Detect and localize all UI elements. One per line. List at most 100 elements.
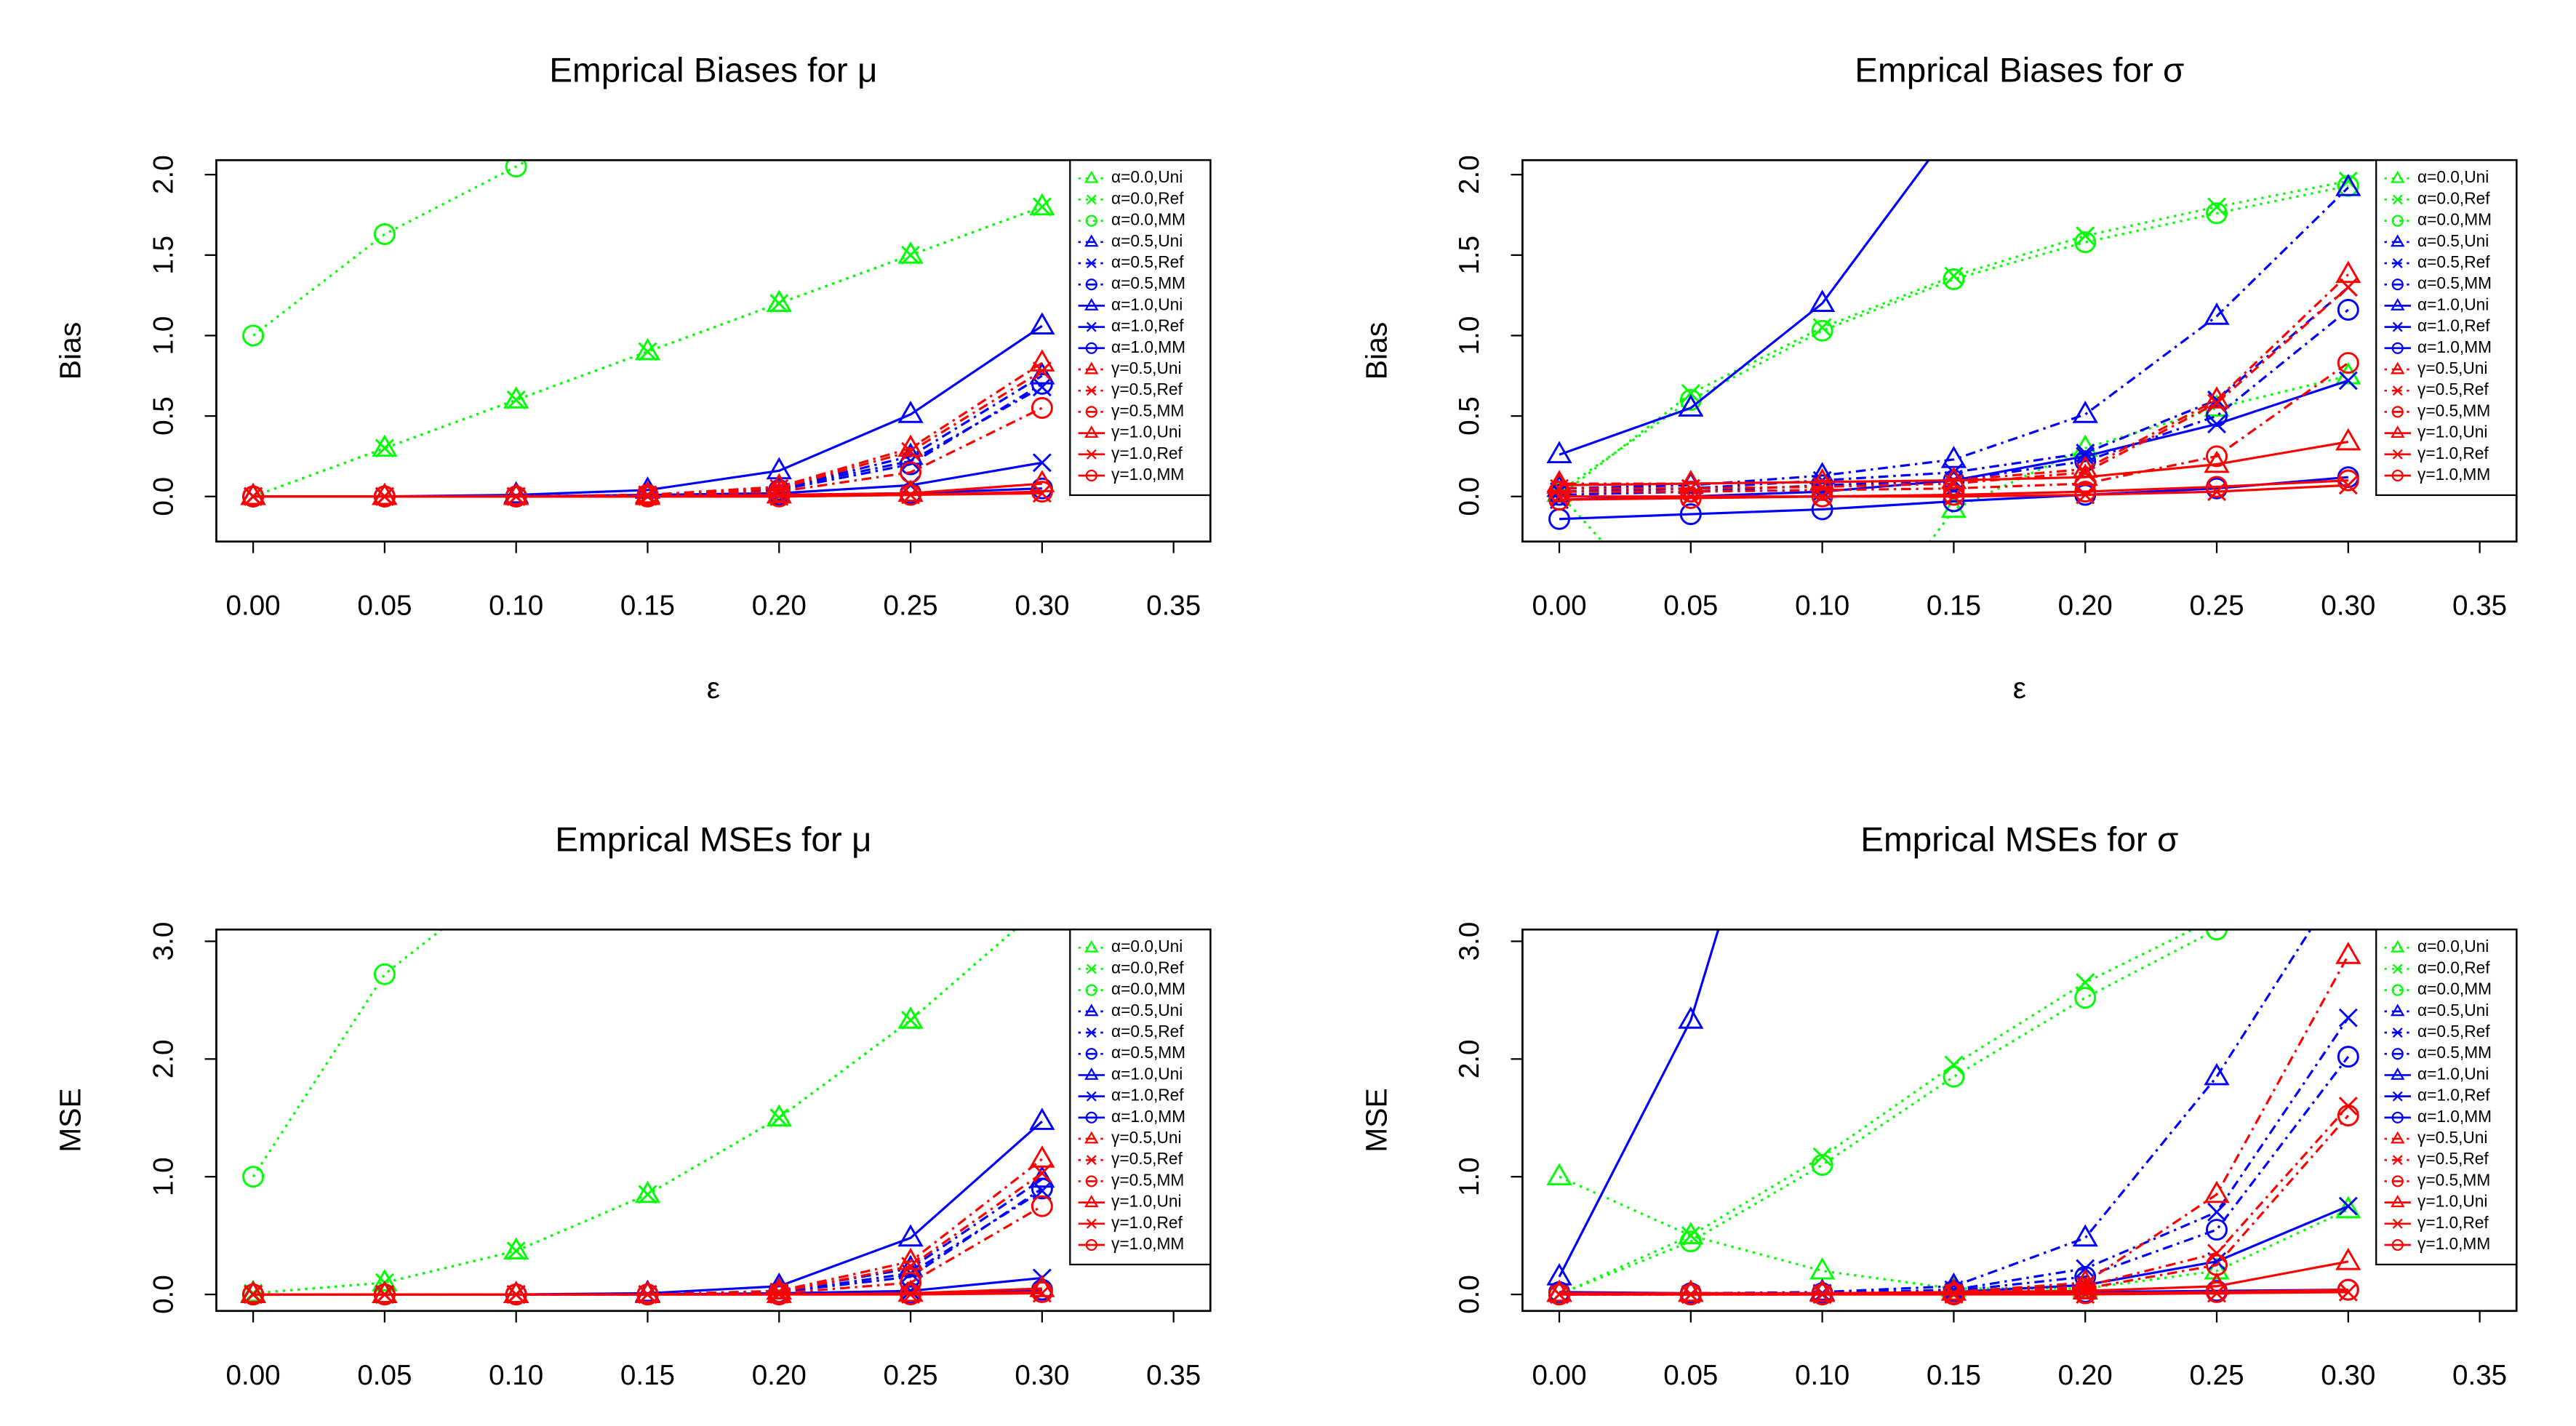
data-point [1809,468,1836,491]
legend-marker [2392,1091,2403,1102]
legend-label: α=0.0,Ref [2417,958,2490,977]
data-point [2204,1257,2230,1280]
plot-area [240,160,1055,508]
legend-label: α=0.5,MM [2417,273,2492,292]
panel: Emprical Biases for σ Bias ε 0.00 0.05 0.10 0.… [1360,51,2518,705]
data-point [503,386,529,409]
legend-label: α=0.0,Uni [1111,167,1183,186]
y-tick-label: 0.0 [1454,477,1485,516]
y-tick-label: 0.0 [148,1275,179,1314]
x-tick-label: 0.20 [2058,590,2113,622]
data-point [1681,1226,1700,1246]
data-point [1943,490,1965,513]
data-point [1943,268,1965,290]
legend-label: γ=0.5,Uni [2417,1128,2487,1147]
data-point [2206,1219,2228,1241]
legend-marker [2392,1155,2403,1166]
data-point [2335,428,2361,451]
legend-marker [1084,940,1099,953]
legend-marker [2391,1067,2405,1080]
series-line [253,406,1043,498]
data-point [2204,1062,2230,1086]
series-line [1559,185,2349,493]
data-point [372,1269,398,1291]
legend-label: γ=1.0,Uni [2417,422,2487,441]
legend-label: α=0.5,Ref [2417,252,2490,271]
legend-marker [1084,297,1099,311]
y-tick-label: 0.0 [1454,1275,1485,1314]
x-tick-label: 0.00 [1532,1360,1586,1391]
plot-area [1546,929,2361,1306]
legend-marker [1084,361,1099,374]
data-point [1678,394,1704,417]
data-point [2207,197,2226,217]
data-point [769,637,789,657]
data-point [242,1166,265,1188]
legend: α=0.0,Uni α=0.0,Ref α=0.0,MM α=0.5,Uni α=0.5… [2375,159,2518,497]
data-point [1033,897,1051,915]
data-point [2207,393,2226,413]
legend-label: γ=1.0,MM [2417,465,2490,484]
data-point [897,401,924,423]
y-tick-label: 1.5 [148,236,179,275]
data-point [373,485,396,508]
data-point [1031,1177,1053,1200]
data-point [375,438,394,458]
series-line [1559,1105,2349,1296]
y-tick-label: 1.5 [1454,236,1485,275]
x-tick-label: 0.05 [1663,590,1718,622]
data-point [1548,508,1571,530]
data-point [1943,1283,1965,1306]
legend-label: γ=0.5,Uni [1111,358,1181,377]
data-point [1546,1279,1572,1302]
legend-marker [1085,1175,1097,1187]
y-axis-label: MSE [54,1088,87,1153]
legend-marker [2391,406,2404,418]
data-point [2337,1278,2359,1301]
legend-label: γ=0.5,MM [1111,1170,1184,1189]
data-point [1550,1285,1569,1305]
data-point [634,1180,661,1203]
series-line [1559,929,2196,1296]
x-tick-label: 0.10 [1795,1360,1849,1391]
data-point [2206,1281,2228,1303]
legend-label: γ=1.0,MM [1111,465,1184,484]
y-tick-label: 2.0 [1454,1040,1485,1079]
panel-title: Emprical MSEs for σ [1860,821,2178,860]
legend-marker [1086,258,1097,268]
legend-marker [1085,215,1097,227]
legend-marker [1086,1028,1097,1038]
series-line [1559,186,2349,490]
legend-label: α=0.0,MM [2417,210,2492,229]
data-point [2206,929,2228,941]
legend: α=0.0,Uni α=0.0,Ref α=0.0,MM α=0.5,Uni α=0.5… [1069,929,1212,1266]
data-point [373,1283,396,1306]
legend-marker [2391,469,2404,482]
data-point [1548,1283,1571,1306]
legend-label: γ=1.0,Uni [2417,1192,2487,1211]
legend-label: γ=0.5,Ref [2417,380,2489,398]
legend-label: α=0.5,MM [1111,273,1185,292]
data-point [1548,489,1571,511]
data-point [901,245,921,265]
legend-marker [1085,1111,1097,1123]
data-point [1679,486,1702,509]
legend-label: α=1.0,Ref [1111,316,1184,335]
data-point [240,1281,266,1303]
data-point [1029,1145,1055,1168]
x-tick-label: 0.35 [2452,1360,2507,1391]
data-point [1944,1055,1964,1075]
data-point [1809,1257,1836,1280]
data-point [242,324,265,347]
legend-marker [1084,170,1099,183]
legend-marker [1086,385,1097,396]
legend-marker [1086,449,1097,460]
data-point [766,457,792,480]
y-axis-label: MSE [1360,1088,1393,1153]
legend-marker [2391,1111,2404,1123]
panel: Emprical Biases for μ Bias ε 0.00 0.05 0.10 0.… [54,51,1212,705]
data-point [1811,1283,1833,1306]
legend-label: α=0.5,Ref [1111,1022,1184,1041]
data-point [2337,469,2359,492]
x-tick-label: 0.30 [2321,1360,2375,1391]
